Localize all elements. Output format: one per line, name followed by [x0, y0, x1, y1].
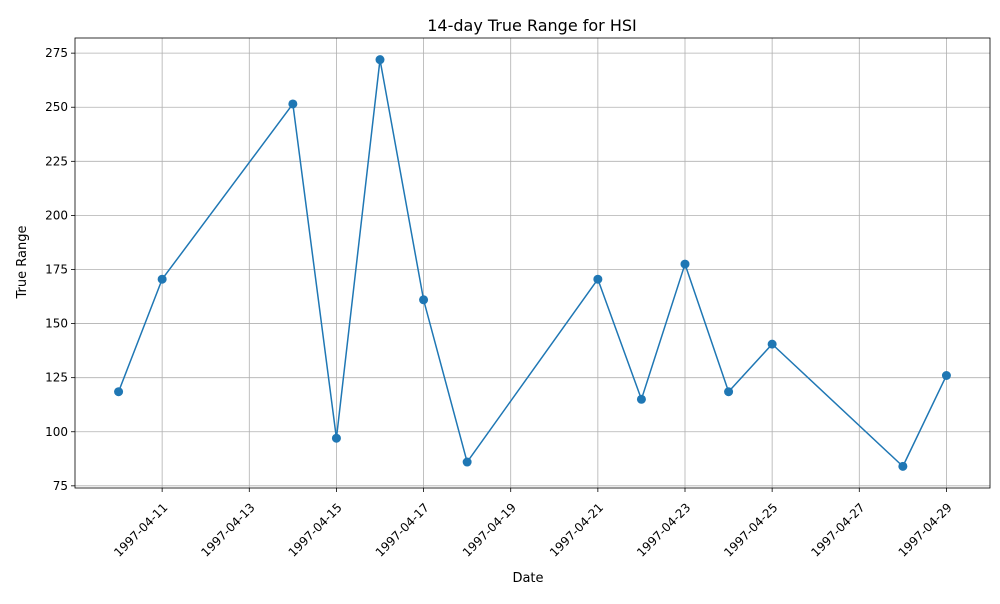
data-point [375, 55, 385, 65]
y-tick-label: 250 [45, 100, 68, 114]
data-point [680, 259, 690, 269]
data-point [331, 433, 341, 443]
y-axis-label: True Range [15, 226, 30, 300]
grid [75, 38, 990, 488]
chart-title: 14-day True Range for HSI [427, 16, 637, 35]
series-true-range [114, 55, 951, 471]
series-line [117, 58, 948, 468]
y-tick-label: 175 [45, 262, 68, 276]
data-point [593, 274, 603, 284]
y-tick-label: 225 [45, 154, 68, 168]
y-tick-label: 100 [45, 425, 68, 439]
y-tick-label: 150 [45, 317, 68, 331]
plot-frame [74, 37, 991, 489]
data-point [462, 457, 472, 467]
data-point [419, 295, 429, 305]
data-point [898, 461, 908, 471]
data-point [941, 371, 951, 380]
data-point [636, 394, 646, 404]
y-tick-label: 75 [53, 479, 68, 493]
data-point [724, 387, 734, 397]
data-point [767, 339, 777, 349]
y-tick-label: 275 [45, 46, 68, 60]
y-tick-label: 125 [45, 371, 68, 385]
data-point [157, 274, 167, 284]
x-axis-label: Date [512, 571, 543, 586]
data-point [288, 99, 298, 109]
data-point [114, 387, 124, 397]
y-tick-label: 200 [45, 208, 68, 222]
